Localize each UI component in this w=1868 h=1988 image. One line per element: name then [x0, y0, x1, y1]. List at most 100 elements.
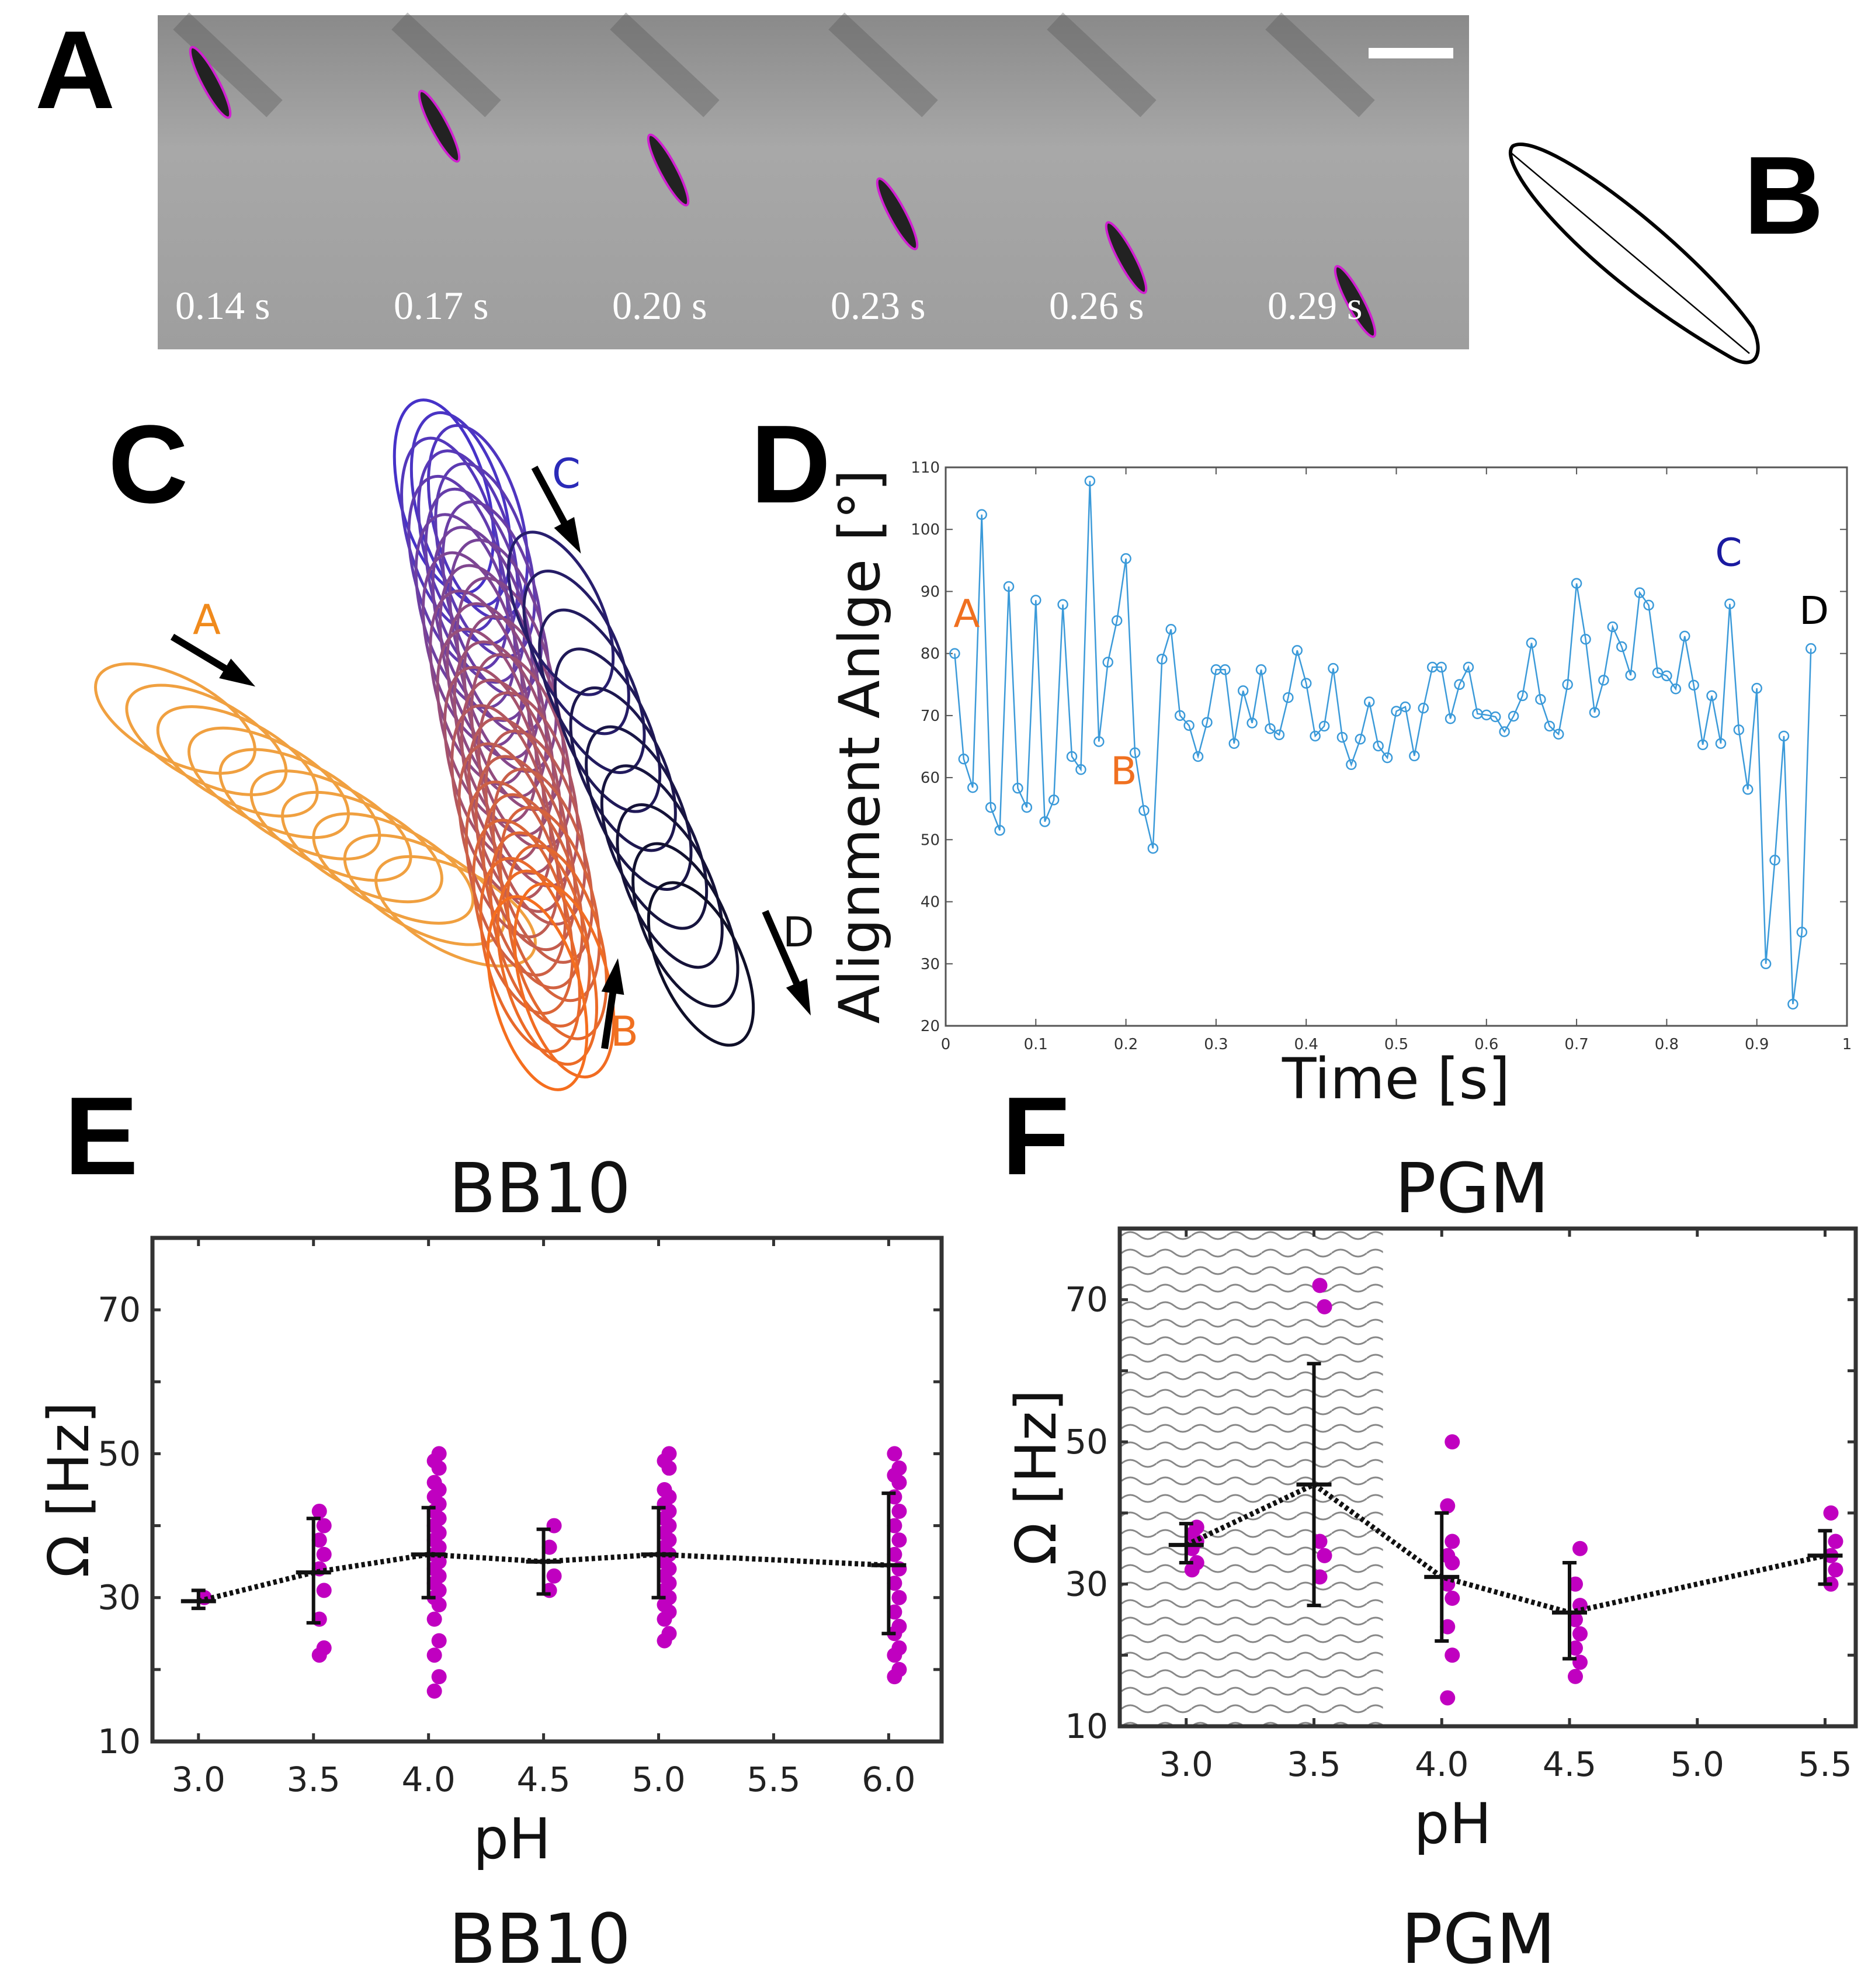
data-point [1568, 1576, 1583, 1592]
data-point [1093, 736, 1105, 747]
data-point [1336, 731, 1348, 743]
data-point [1526, 637, 1537, 648]
alignment-angle-chart: 0 0.1 0.2 0.3 0.4 0.5 0.6 0.7 0.8 0.9 1 20 30 40 50 60 7… [827, 459, 1852, 1112]
x-tick-label: 0 [941, 1036, 951, 1053]
data-point [316, 1640, 332, 1656]
microscopy-frame [813, 15, 1032, 349]
data-point [1436, 661, 1447, 673]
data-point [426, 1474, 442, 1490]
data-point [1568, 1668, 1583, 1684]
data-point [1589, 707, 1600, 718]
trajectory-ellipse [616, 803, 724, 969]
data-point [1625, 669, 1636, 681]
trajectory-ellipse [486, 895, 589, 1091]
microscopy-frame [1032, 15, 1251, 349]
data-point [1760, 958, 1772, 970]
data-point [1189, 1519, 1204, 1535]
annotation-label: B [1110, 748, 1137, 793]
x-tick-label: 0.5 [1384, 1036, 1408, 1053]
data-point [967, 782, 978, 793]
data-point [1202, 717, 1213, 728]
frame-shadow-streak [391, 12, 501, 117]
trajectory-ellipse [474, 755, 577, 952]
annotation-label: A [953, 592, 980, 637]
data-point [1670, 683, 1682, 695]
panel-letter-f: F [1002, 1074, 1070, 1198]
data-point [1489, 711, 1501, 723]
bacterium-cell [1105, 221, 1148, 294]
data-point [1328, 662, 1339, 674]
data-point [1237, 685, 1249, 696]
data-point [1075, 764, 1086, 775]
data-point [1129, 747, 1141, 758]
y-tick-label: 60 [921, 769, 940, 787]
data-point [316, 1583, 332, 1598]
data-point [1535, 694, 1546, 705]
data-point [1643, 599, 1654, 611]
chart-title: BB10 [449, 1148, 631, 1229]
data-point [1273, 729, 1285, 741]
data-point [1688, 679, 1699, 691]
data-line [954, 481, 1812, 1004]
data-point [949, 648, 960, 659]
data-point [661, 1626, 677, 1642]
frame-shadow-streak [828, 12, 938, 117]
data-point [1003, 581, 1015, 592]
trajectory-label: B [610, 1008, 638, 1056]
y-tick-label: 20 [921, 1018, 940, 1035]
data-point [1598, 675, 1609, 686]
data-point [891, 1503, 907, 1519]
data-point [1778, 730, 1790, 742]
microscopy-frame [158, 15, 377, 349]
data-point [1012, 782, 1023, 794]
trajectory-ellipse [513, 882, 616, 1079]
data-point [1454, 679, 1465, 691]
bacterium-cell [1334, 265, 1377, 338]
data-point [661, 1446, 677, 1462]
data-point [1568, 1612, 1583, 1628]
data-point [1697, 739, 1709, 751]
x-tick-label: 0.7 [1564, 1036, 1588, 1053]
frame-shadow-streak [1265, 12, 1375, 117]
data-point [887, 1604, 902, 1620]
x-tick-label: 0.2 [1114, 1036, 1138, 1053]
data-point [1828, 1533, 1843, 1549]
trajectory-ellipse [417, 449, 519, 646]
plot-area [152, 1238, 942, 1741]
y-tick-label: 70 [921, 707, 940, 725]
data-point [1084, 476, 1096, 487]
data-point [1409, 750, 1420, 762]
data-point [431, 1633, 447, 1649]
data-point [311, 1532, 327, 1548]
plot-frame [150, 1236, 944, 1744]
y-tick-label: 30 [921, 956, 940, 973]
bb10-chart: 3.0 3.5 4.0 4.5 5.0 5.5 6.0 10 30 50 70 BB10 pH Ω [Hz… [36, 1148, 944, 1979]
panel-letter-a: A [35, 8, 115, 132]
frame-time-label: 0.26 s [1049, 283, 1144, 328]
data-point [1805, 643, 1817, 654]
y-tick-label: 50 [1065, 1422, 1108, 1462]
scale-bar [1369, 48, 1453, 58]
trajectory-ellipse [647, 881, 755, 1047]
data-point [1828, 1562, 1843, 1578]
data-point [1742, 784, 1754, 795]
y-tick-label: 30 [98, 1578, 141, 1618]
data-point [1562, 679, 1573, 691]
data-point [316, 1546, 332, 1562]
bacterium-cell [189, 46, 232, 119]
data-point [1499, 726, 1510, 737]
y-tick-label: 70 [1065, 1280, 1108, 1320]
data-point [426, 1683, 442, 1699]
chart-caption: PGM [1401, 1899, 1555, 1979]
data-point [1373, 740, 1384, 752]
annotation-label: C [1715, 530, 1742, 575]
data-point [1445, 1590, 1460, 1606]
data-point [1445, 1647, 1460, 1663]
y-tick-label: 70 [98, 1290, 141, 1330]
data-point [1363, 696, 1375, 707]
chart-title: PGM [1395, 1148, 1549, 1229]
data-point [1265, 723, 1276, 734]
data-point [891, 1590, 907, 1605]
arrow-head-icon [219, 658, 256, 687]
data-point [1445, 1434, 1460, 1450]
